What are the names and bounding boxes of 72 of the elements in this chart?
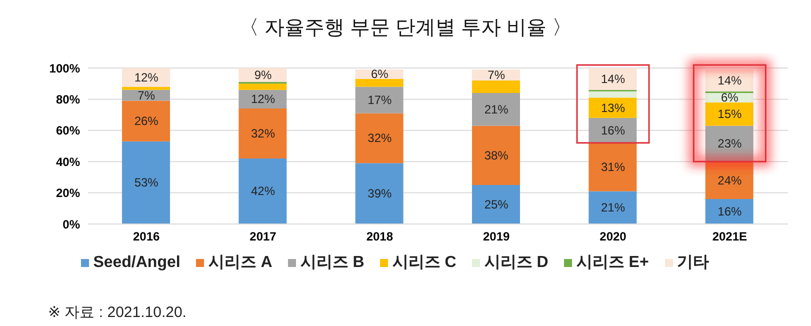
data-label: 16%	[718, 204, 742, 219]
bar	[355, 113, 404, 164]
data-label: 17%	[368, 92, 392, 107]
legend-label: 시리즈 C	[391, 253, 456, 273]
data-label: 26%	[134, 114, 159, 128]
data-label: 9%	[254, 68, 272, 82]
data-label: 13%	[600, 100, 626, 115]
bar	[588, 91, 637, 98]
legend-label: 시리즈 E+	[575, 253, 649, 273]
y-tick-label: 80%	[56, 92, 80, 106]
bar	[238, 158, 287, 224]
x-tick-label: 2017	[250, 230, 277, 244]
text: ※ 자료 : 2021.10.20.	[48, 303, 188, 322]
bar	[588, 98, 637, 118]
data-label: 14%	[600, 72, 626, 86]
bar	[238, 108, 287, 158]
bar	[472, 126, 520, 185]
x-tick-label: 2018	[366, 230, 394, 244]
bar	[472, 92, 520, 126]
legend-label: 시리즈 B	[299, 253, 364, 273]
x-tick-label: 2020	[600, 230, 627, 244]
bar	[588, 142, 637, 192]
bar	[122, 86, 170, 90]
x-tick-label: 2019	[482, 230, 510, 244]
legend-label: 기타	[676, 253, 709, 273]
data-label: 7%	[488, 68, 506, 82]
data-label: 14%	[718, 73, 742, 88]
bar	[705, 70, 754, 92]
legend-label: Seed/Angel	[92, 252, 180, 272]
data-label: 15%	[718, 107, 742, 122]
bar	[705, 126, 754, 162]
y-tick-label: 100%	[49, 61, 80, 76]
y-tick-label: 20%	[56, 186, 80, 200]
data-label: 21%	[484, 102, 509, 116]
bar	[472, 185, 520, 224]
data-label: 12%	[134, 70, 159, 84]
bar	[472, 80, 520, 93]
x-tick-label: 2021E	[712, 230, 748, 244]
data-label: 38%	[484, 148, 509, 162]
bar	[588, 191, 637, 224]
data-label: 21%	[600, 200, 626, 215]
bar	[355, 78, 404, 87]
bar	[588, 68, 637, 90]
data-label: 25%	[484, 198, 509, 212]
legend-label: 시리즈 A	[207, 253, 272, 273]
y-tick-label: 40%	[56, 154, 80, 169]
data-label: 42%	[250, 184, 276, 198]
data-label: 32%	[368, 131, 392, 146]
data-label: 7%	[138, 88, 156, 102]
data-label: 32%	[250, 126, 276, 141]
bar	[122, 100, 170, 142]
bar	[122, 141, 170, 224]
y-tick-label: 60%	[56, 124, 80, 138]
data-label: 24%	[718, 173, 742, 188]
bar	[355, 163, 404, 224]
data-label: 6%	[370, 67, 389, 82]
y-tick-label: 0%	[62, 217, 80, 232]
data-label: 31%	[600, 160, 626, 174]
data-label: 39%	[368, 186, 392, 201]
legend-label: 시리즈 D	[483, 253, 548, 273]
bar	[705, 162, 754, 200]
bar	[355, 86, 404, 114]
bar	[238, 84, 287, 90]
data-label: 53%	[134, 176, 159, 190]
bar	[705, 102, 754, 126]
data-label: 6%	[720, 90, 739, 105]
bar	[705, 199, 754, 224]
data-label: 12%	[250, 92, 276, 106]
chart-title: 〈 자율주행 부문 단계별 투자 비율 〉	[238, 16, 574, 41]
x-tick-label: 2016	[132, 230, 160, 244]
data-label: 16%	[600, 123, 626, 138]
data-label: 23%	[718, 136, 742, 151]
